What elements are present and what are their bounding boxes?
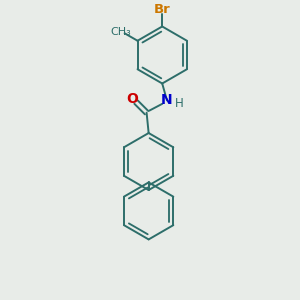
Text: O: O [127, 92, 139, 106]
Text: CH₃: CH₃ [110, 27, 131, 37]
Text: N: N [161, 94, 173, 107]
Text: Br: Br [154, 3, 171, 16]
Text: H: H [175, 97, 184, 110]
